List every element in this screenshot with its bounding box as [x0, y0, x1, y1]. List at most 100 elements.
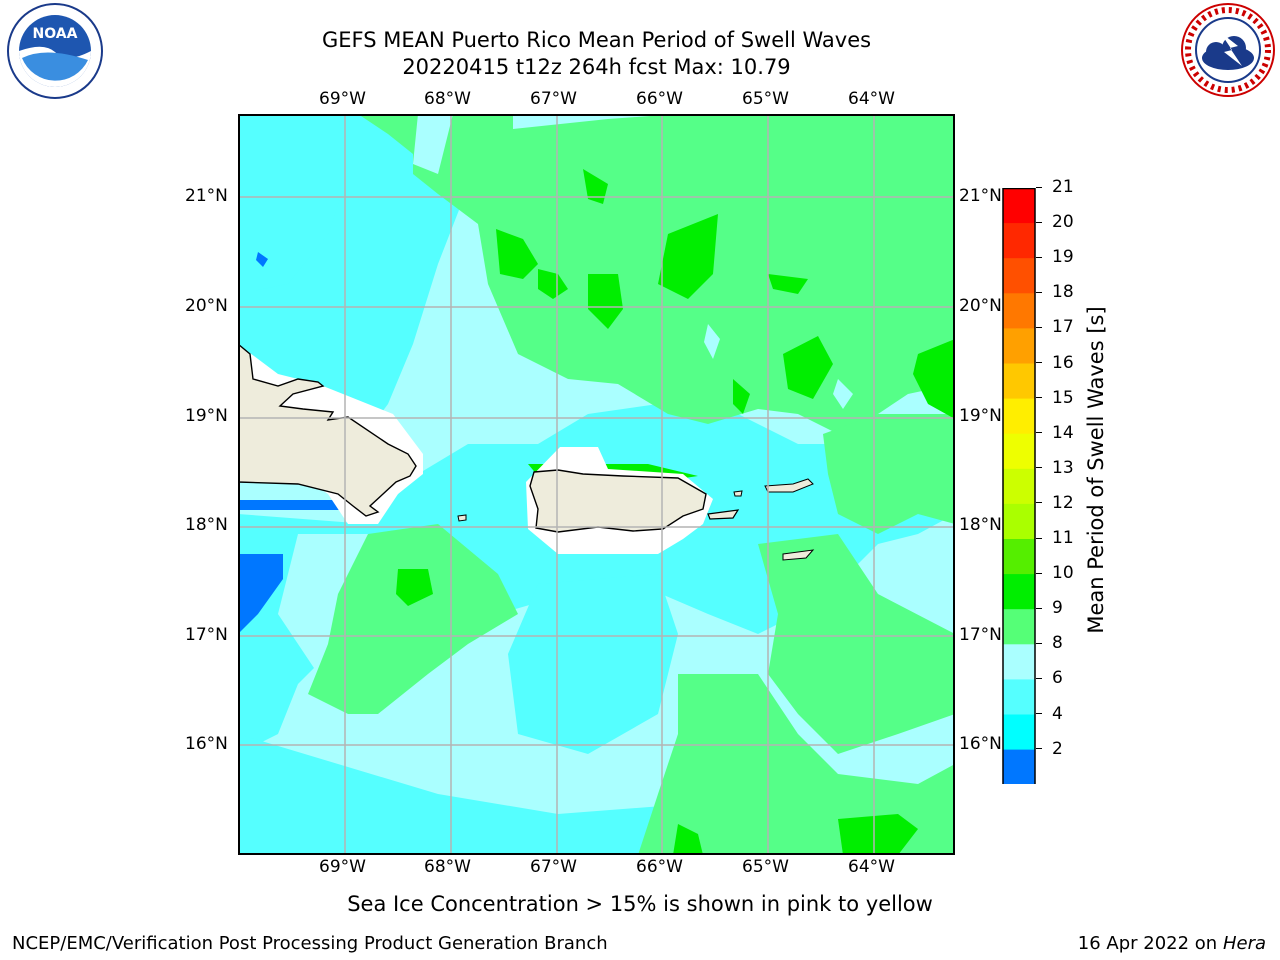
lat-label-right: 18°N — [959, 515, 1002, 535]
colorbar-label: Mean Period of Swell Waves [s] — [1084, 306, 1108, 634]
lat-label-right: 21°N — [959, 186, 1002, 206]
colorbar-tick-label: 10 — [1036, 563, 1074, 583]
colorbar — [1001, 187, 1037, 817]
contour-9-10-southeast — [758, 534, 955, 754]
colorbar-tick-label: 20 — [1036, 212, 1074, 232]
contour-10-11-k — [838, 814, 918, 855]
colorbar-tick-label: 12 — [1036, 493, 1074, 513]
colorbar-ticks: 21 20 19 18 17 16 15 14 13 12 11 10 9 8 6 4 2 — [1036, 177, 1086, 784]
lon-label-bottom: 64°W — [848, 857, 895, 877]
lat-label-left: 18°N — [185, 515, 228, 535]
colorbar-bin — [1003, 433, 1035, 470]
colorbar-bin — [1003, 398, 1035, 435]
contour-10-11-i — [913, 339, 955, 419]
colorbar-bin — [1003, 539, 1035, 575]
st-croix-land — [782, 549, 815, 561]
colorbar-tick-label: 8 — [1036, 633, 1063, 653]
colorbar-tick-label: 11 — [1036, 528, 1074, 548]
contour-10-11-l — [673, 824, 703, 855]
gridlines — [238, 114, 955, 855]
date-text: 16 Apr 2022 on Hera — [1078, 933, 1266, 954]
colorbar-tick-label: 2 — [1036, 739, 1063, 759]
colorbar-bin — [1003, 574, 1035, 610]
lat-label-right: 16°N — [959, 734, 1002, 754]
lon-label-top: 65°W — [742, 89, 789, 109]
contour-10-11-c — [588, 274, 623, 329]
lon-label-bottom: 68°W — [424, 857, 471, 877]
colorbar-bin — [1003, 609, 1035, 645]
contour-10-11-g — [783, 336, 833, 399]
colorbar-tick-label: 4 — [1036, 704, 1063, 724]
colorbar-bin — [1003, 714, 1035, 751]
lat-label-right: 17°N — [959, 625, 1002, 645]
contour-2-4 — [238, 554, 283, 634]
colorbar-tick-label: 6 — [1036, 668, 1063, 688]
lon-label-bottom: 65°W — [742, 857, 789, 877]
colorbar-bin — [1003, 188, 1035, 224]
lon-label-top: 67°W — [530, 89, 577, 109]
lat-label-left: 21°N — [185, 186, 228, 206]
contour-8-9-spot-b — [704, 324, 720, 359]
contour-9-10-south — [638, 674, 955, 855]
contour-2-4-spot — [256, 252, 268, 267]
colorbar-bin — [1003, 293, 1035, 329]
contour-8-9-spot-c — [833, 379, 853, 409]
noaa-logo: NOAA — [6, 2, 104, 100]
contour-6-8-south-center — [508, 574, 678, 754]
contour-10-11-a — [496, 229, 538, 279]
credit-text: NCEP/EMC/Verification Post Processing Pr… — [12, 933, 608, 954]
lat-label-left: 20°N — [185, 296, 228, 316]
contour-2-4-strip — [238, 500, 348, 510]
nws-logo — [1180, 2, 1276, 98]
contour-6-8-nw — [238, 114, 348, 294]
map-panel — [237, 114, 955, 855]
lat-label-left: 17°N — [185, 625, 228, 645]
contour-9-10-southwest — [308, 524, 518, 714]
vieques-land — [707, 509, 740, 520]
colorbar-bin — [1003, 503, 1035, 540]
colorbar-tick-label: 18 — [1036, 282, 1074, 302]
svg-text:NOAA: NOAA — [33, 26, 78, 42]
colorbar-bin — [1003, 223, 1035, 259]
lon-label-bottom: 66°W — [636, 857, 683, 877]
machine-name: Hera — [1222, 933, 1266, 954]
contour-10-11-j — [396, 569, 433, 606]
contour-10-11-f — [768, 274, 808, 294]
lat-label-left: 16°N — [185, 734, 228, 754]
map-frame — [238, 114, 955, 855]
colorbar-bin — [1003, 644, 1035, 680]
colorbar-bin — [1003, 258, 1035, 294]
chart-title: GEFS MEAN Puerto Rico Mean Period of Swe… — [321, 28, 872, 52]
date-value: 16 Apr 2022 on — [1077, 933, 1223, 954]
colorbar-tick-label: 15 — [1036, 388, 1074, 408]
lon-label-top: 66°W — [636, 89, 683, 109]
lat-label-right: 19°N — [959, 406, 1002, 426]
contour-10-11-e — [583, 169, 608, 204]
colorbar-bin — [1003, 468, 1035, 505]
colorbar-bin — [1003, 328, 1035, 364]
colorbar-graphic — [1001, 187, 1037, 817]
colorbar-tick-label: 16 — [1036, 353, 1074, 373]
lon-label-top: 68°W — [424, 89, 471, 109]
lon-label-bottom: 67°W — [530, 857, 577, 877]
colorbar-tick-label: 13 — [1036, 458, 1074, 478]
hispaniola-land — [237, 342, 417, 517]
contour-10-11-h — [733, 379, 750, 414]
lon-label-bottom: 69°W — [319, 857, 366, 877]
swell-period-map — [237, 114, 955, 855]
colorbar-tick-label: 19 — [1036, 247, 1074, 267]
contour-8-9-spot-a — [413, 114, 453, 174]
colorbar-bin — [1003, 749, 1035, 786]
colorbar-bin — [1003, 679, 1035, 715]
colorbar-tick-label: 9 — [1036, 598, 1063, 618]
lat-label-right: 20°N — [959, 296, 1002, 316]
colorbar-tick-label: 21 — [1036, 177, 1074, 197]
colorbar-tick-label: 17 — [1036, 317, 1074, 337]
colorbar-bin — [1003, 363, 1035, 400]
contour-9-10-east — [823, 414, 955, 534]
mona-island-land — [457, 514, 467, 522]
contour-10-11-d — [658, 214, 718, 299]
contour-10-11-b — [538, 269, 568, 299]
lat-label-left: 19°N — [185, 406, 228, 426]
sea-ice-note: Sea Ice Concentration > 15% is shown in … — [347, 892, 933, 916]
